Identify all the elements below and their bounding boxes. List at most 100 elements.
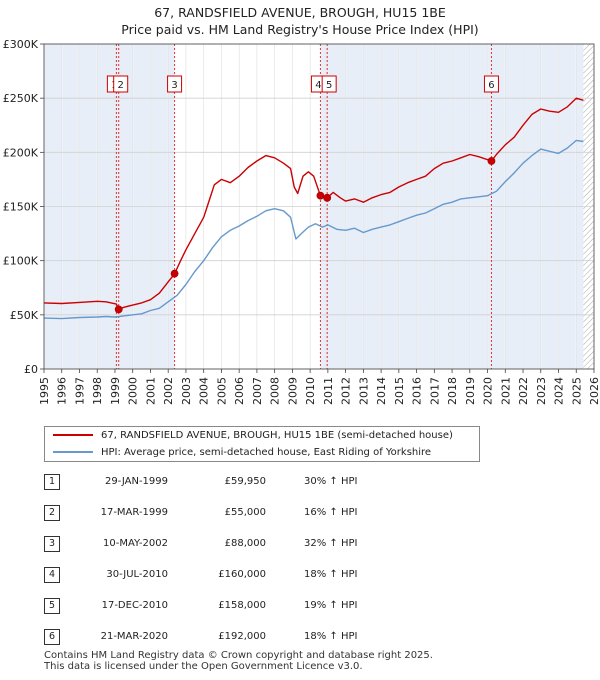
x-tick-label: 1998: [91, 377, 104, 405]
x-tick-label: 2002: [162, 377, 175, 405]
x-tick-label: 2017: [428, 377, 441, 405]
table-row: 3 10-MAY-2002 £88,000 32% ↑ HPI: [44, 534, 464, 554]
x-tick-label: 2024: [553, 377, 566, 405]
transaction-date: 29-JAN-1999: [104, 476, 168, 487]
x-tick-label: 2022: [517, 377, 530, 405]
x-tick-label: 2019: [464, 377, 477, 405]
transaction-date: 30-JUL-2010: [106, 569, 168, 580]
transaction-badge: 3: [167, 75, 183, 93]
transaction-number-badge: 5: [44, 598, 60, 614]
transaction-badge-box: [113, 75, 129, 93]
x-tick-label: 2021: [499, 377, 512, 405]
y-tick-label: £50K: [10, 309, 39, 322]
x-tick-label: 2018: [446, 377, 459, 405]
legend-label-property: 67, RANDSFIELD AVENUE, BROUGH, HU15 1BE …: [101, 430, 453, 441]
x-tick-label: 1996: [56, 377, 69, 405]
chart-subtitle: Price paid vs. HM Land Registry's House …: [121, 22, 479, 37]
transaction-number-badge: 3: [44, 536, 60, 552]
transaction-badge: 6: [483, 75, 499, 93]
x-tick-label: 2000: [127, 377, 140, 405]
transaction-badge: 5: [321, 75, 337, 93]
transaction-price: £59,950: [224, 476, 266, 487]
transaction-badge-box: [167, 75, 183, 93]
legend-swatch-hpi: [53, 451, 93, 453]
x-tick-label: 2025: [570, 377, 583, 405]
x-tick-label: 2009: [286, 377, 299, 405]
footer-line-1: Contains HM Land Registry data © Crown c…: [44, 650, 433, 661]
transaction-number-badge: 4: [44, 567, 60, 583]
transaction-badge-label: 6: [488, 80, 494, 91]
transaction-hpi-change: 16% ↑ HPI: [304, 507, 358, 518]
transaction-badge-box: [321, 75, 337, 93]
transaction-number-badge: 1: [44, 474, 60, 490]
transaction-number-badge: 2: [44, 505, 60, 521]
transaction-marker: [114, 305, 123, 314]
x-tick-label: 2008: [269, 377, 282, 405]
table-row: 6 21-MAR-2020 £192,000 18% ↑ HPI: [44, 627, 464, 647]
transaction-badge-box: [483, 75, 499, 93]
transaction-hpi-change: 30% ↑ HPI: [304, 476, 358, 487]
x-tick-label: 2013: [357, 377, 370, 405]
x-tick-label: 2007: [251, 377, 264, 405]
footer-line-2: This data is licensed under the Open Gov…: [44, 661, 363, 672]
transaction-marker: [487, 157, 496, 165]
x-tick-label: 2023: [535, 377, 548, 405]
transaction-hpi-change: 32% ↑ HPI: [304, 538, 358, 549]
transaction-price: £192,000: [218, 631, 266, 642]
chart-legend: 67, RANDSFIELD AVENUE, BROUGH, HU15 1BE …: [44, 426, 480, 462]
x-tick-label: 1999: [109, 377, 122, 405]
transaction-price: £158,000: [218, 600, 266, 611]
transaction-hpi-change: 19% ↑ HPI: [304, 600, 358, 611]
x-tick-label: 2003: [180, 377, 193, 405]
x-tick-label: 2020: [482, 377, 495, 405]
transaction-badge-label: 5: [326, 80, 332, 91]
x-tick-label: 2026: [588, 377, 600, 405]
legend-item-hpi: HPI: Average price, semi-detached house,…: [53, 445, 431, 461]
x-tick-label: 2005: [215, 377, 228, 405]
x-tick-label: 2010: [304, 377, 317, 405]
y-tick-label: £300K: [3, 38, 39, 51]
x-tick-label: 2004: [198, 377, 211, 405]
hpi-line: [43, 139, 584, 320]
footer-attribution: Contains HM Land Registry data © Crown c…: [44, 650, 433, 672]
transaction-date: 10-MAY-2002: [102, 538, 168, 549]
chart-title-main: 67, RANDSFIELD AVENUE, BROUGH, HU15 1BE: [154, 5, 446, 20]
x-tick-label: 1997: [73, 377, 86, 405]
x-tick-label: 2011: [322, 377, 335, 405]
transaction-badge-label: 4: [315, 80, 321, 91]
transaction-marker: [316, 191, 325, 200]
table-row: 1 29-JAN-1999 £59,950 30% ↑ HPI: [44, 472, 464, 492]
legend-swatch-property: [53, 434, 93, 436]
transaction-marker: [323, 193, 332, 202]
transaction-date: 17-DEC-2010: [101, 600, 168, 611]
y-tick-label: £150K: [3, 201, 39, 214]
transaction-badge-label: 2: [118, 80, 124, 91]
y-tick-label: £200K: [3, 146, 39, 159]
transaction-hpi-change: 18% ↑ HPI: [304, 631, 358, 642]
transaction-price: £88,000: [224, 538, 266, 549]
x-tick-label: 2001: [144, 377, 157, 405]
legend-item-property: 67, RANDSFIELD AVENUE, BROUGH, HU15 1BE …: [53, 428, 453, 444]
transaction-number-badge: 6: [44, 629, 60, 645]
x-tick-label: 2016: [411, 377, 424, 405]
transaction-price: £55,000: [224, 507, 266, 518]
transaction-price: £160,000: [218, 569, 266, 580]
transaction-date: 21-MAR-2020: [100, 631, 168, 642]
legend-label-hpi: HPI: Average price, semi-detached house,…: [101, 447, 432, 458]
transaction-hpi-change: 18% ↑ HPI: [304, 569, 358, 580]
x-tick-label: 2012: [340, 377, 353, 405]
x-tick-label: 2006: [233, 377, 246, 405]
transaction-marker: [170, 269, 179, 278]
x-tick-label: 1995: [38, 377, 51, 405]
price-chart: 123456 £0£50K£100K£150K£200K£250K£300K19…: [3, 38, 600, 405]
y-tick-label: £100K: [3, 255, 39, 268]
transaction-date: 17-MAR-1999: [100, 507, 168, 518]
x-tick-label: 2015: [393, 377, 406, 405]
transaction-badge-label: 3: [171, 80, 177, 91]
y-tick-label: £0: [24, 363, 38, 376]
table-row: 4 30-JUL-2010 £160,000 18% ↑ HPI: [44, 565, 464, 585]
chart-title: 67, RANDSFIELD AVENUE, BROUGH, HU15 1BE …: [0, 4, 600, 38]
transaction-badge: 2: [113, 75, 129, 93]
table-row: 5 17-DEC-2010 £158,000 19% ↑ HPI: [44, 596, 464, 616]
x-tick-label: 2014: [375, 377, 388, 405]
